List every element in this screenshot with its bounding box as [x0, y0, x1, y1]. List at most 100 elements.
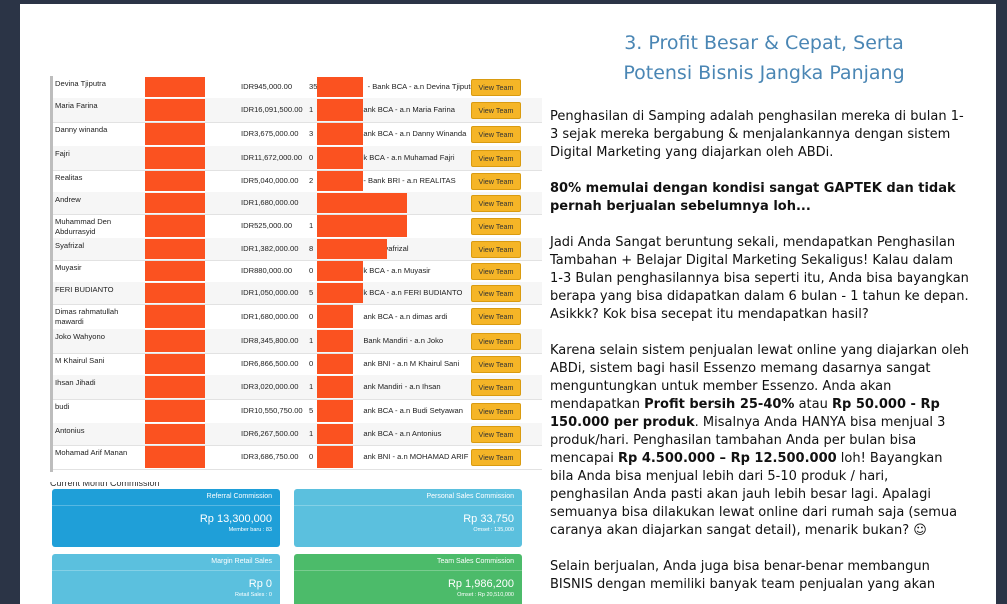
section-heading: 3. Profit Besar & Cepat, Serta Potensi B…	[540, 28, 988, 88]
view-team-button[interactable]: View Team	[471, 308, 521, 325]
redacted-block	[145, 77, 205, 97]
redacted-block	[145, 354, 205, 374]
table-row: Andrew IDR1,680,000.00 View Team	[53, 192, 542, 215]
view-team-button[interactable]: View Team	[471, 425, 521, 443]
table-row: Realitas IDR5,040,000.00 2 - Bank BRI - a.…	[53, 170, 542, 193]
card-sub: Retail Sales : 0	[235, 592, 272, 598]
table-row: Fajri IDR11,672,000.00 0 k BCA - a.n Muham…	[53, 146, 542, 171]
view-team-button[interactable]: View Team	[471, 149, 521, 167]
team-sales-commission-card: Team Sales Commission Rp 1,986,200 Omset…	[294, 554, 522, 604]
bank-detail: ank BCA - a.n Maria Farina	[363, 105, 455, 114]
table-row: budi IDR10,550,750.00 5 ank BCA - a.n Budi…	[53, 399, 542, 424]
view-team-button[interactable]: View Team	[471, 448, 521, 466]
redacted-block	[317, 77, 363, 97]
bold-text: Rp 4.500.000 – Rp 12.500.000	[617, 451, 837, 466]
bank-account: 35 - Bank BCA - a.n Devina Tjiputra	[309, 82, 477, 92]
account-prefix: 0	[309, 452, 314, 461]
redacted-block	[317, 193, 407, 213]
view-team-button[interactable]: View Team	[471, 355, 521, 373]
paragraph-1: Penghasilan di Samping adalah penghasila…	[550, 109, 964, 160]
account-prefix: 35	[309, 82, 318, 91]
redacted-block	[317, 171, 363, 191]
bank-account: 5 k BCA - a.n FERI BUDIANTO	[309, 288, 469, 298]
bank-account: 1 Bank Mandiri - a.n Joko	[309, 336, 469, 346]
commission-amount: IDR3,020,000.00	[241, 382, 299, 391]
redacted-block	[145, 330, 205, 352]
account-prefix: 8	[309, 244, 314, 253]
redacted-block	[317, 123, 363, 145]
account-prefix: 1	[309, 221, 314, 230]
view-team-button[interactable]: View Team	[471, 378, 521, 396]
view-team-button[interactable]: View Team	[471, 194, 521, 212]
table-row: Devina Tjiputra IDR945,000.00 35 - Bank BC…	[53, 76, 542, 99]
commission-section-title: Current Month Commission	[50, 478, 160, 488]
personal-sales-commission-card: Personal Sales Commission Rp 33,750 Omse…	[294, 489, 522, 547]
highlight-text: 80% memulai dengan kondisi sangat GAPTEK…	[550, 181, 956, 214]
view-team-button[interactable]: View Team	[471, 78, 521, 96]
text-span: Karena selain sistem penjualan lewat onl…	[550, 343, 969, 412]
view-team-button[interactable]: View Team	[471, 125, 521, 143]
account-prefix: 1	[309, 382, 314, 391]
bank-account: 0 ank BNI - a.n M Khairul Sani	[309, 359, 469, 369]
redacted-block	[145, 215, 205, 237]
bank-account: 3 ank BCA - a.n Danny Winanda	[309, 129, 469, 139]
table-row: Danny winanda IDR3,675,000.00 3 ank BCA - …	[53, 122, 542, 147]
view-team-button[interactable]: View Team	[471, 172, 521, 190]
view-team-button[interactable]: View Team	[471, 240, 521, 258]
bank-account: 2 - Bank BRI - a.n REALITAS	[309, 176, 469, 186]
commission-amount: IDR8,345,800.00	[241, 336, 299, 345]
bank-detail: ank BCA - a.n dimas ardi	[363, 311, 448, 321]
card-title: Margin Retail Sales	[52, 554, 280, 571]
text-span: . Misalnya Anda HANYA bisa menjual 3 pro…	[550, 415, 946, 466]
redacted-block	[317, 305, 353, 328]
bank-detail: ank BCA - a.n Antonius	[363, 429, 442, 438]
member-name: FERI BUDIANTO	[55, 285, 114, 294]
member-name: M Khairul Sani	[55, 356, 105, 365]
referral-commission-card: Referral Commission Rp 13,300,000 Member…	[52, 489, 280, 547]
redacted-block	[145, 261, 205, 281]
member-name: Joko Wahyono	[55, 332, 105, 341]
redacted-block	[317, 400, 353, 422]
view-team-button[interactable]: View Team	[471, 101, 521, 119]
card-value: Rp 1,986,200	[447, 578, 514, 590]
account-prefix: 1	[309, 105, 314, 114]
redacted-block	[145, 424, 205, 444]
heading-line-2: Potensi Bisnis Jangka Panjang	[623, 62, 905, 84]
card-title: Personal Sales Commission	[294, 489, 522, 506]
view-team-button[interactable]: View Team	[471, 262, 521, 280]
team-table-screenshot: Devina Tjiputra IDR945,000.00 35 - Bank BC…	[50, 76, 545, 472]
redacted-block	[145, 305, 205, 328]
account-prefix: 0	[309, 359, 314, 368]
commission-amount: IDR6,267,500.00	[241, 429, 299, 438]
account-prefix: 1	[309, 429, 314, 438]
commission-amount: IDR6,866,500.00	[241, 359, 299, 368]
member-name: Mohamad Arif Manan	[55, 448, 128, 457]
account-prefix: 0	[309, 311, 314, 321]
member-name: Ihsan Jihadi	[55, 378, 96, 387]
redacted-block	[145, 283, 205, 303]
card-sub: Member baru : 83	[228, 527, 272, 533]
member-name: Muhammad Den Abdurrasyid	[55, 217, 112, 236]
card-sub: Omset : Rp 20,510,000	[457, 592, 514, 598]
view-team-button[interactable]: View Team	[471, 332, 521, 350]
view-team-button[interactable]: View Team	[471, 284, 521, 302]
redacted-block	[317, 261, 363, 281]
card-sub: Omset : 135,000	[473, 527, 514, 533]
bank-detail: k BCA - a.n Muhamad Fajri	[363, 153, 455, 162]
member-name: budi	[55, 402, 70, 411]
table-row: FERI BUDIANTO IDR1,050,000.00 5 k BCA - a.…	[53, 282, 542, 305]
bank-detail: Bank Mandiri - a.n Joko	[363, 336, 444, 345]
bank-account: 1 ank BCA - a.n Antonius	[309, 429, 469, 439]
bank-detail: ank Mandiri - a.n Ihsan	[363, 382, 441, 391]
redacted-block	[145, 147, 205, 169]
table-row: Mohamad Arif Manan IDR3,686,750.00 0 ank B…	[53, 445, 542, 470]
table-row: Dimas rahmatullah mawardi IDR1,680,000.00…	[53, 304, 542, 330]
redacted-block	[145, 376, 205, 398]
view-team-button[interactable]: View Team	[471, 402, 521, 420]
redacted-block	[317, 330, 353, 352]
card-title: Team Sales Commission	[294, 554, 522, 571]
redacted-block	[145, 171, 205, 191]
view-team-button[interactable]: View Team	[471, 217, 521, 235]
bank-detail: ank BCA - a.n Danny Winanda	[363, 129, 467, 138]
redacted-block	[317, 376, 353, 398]
